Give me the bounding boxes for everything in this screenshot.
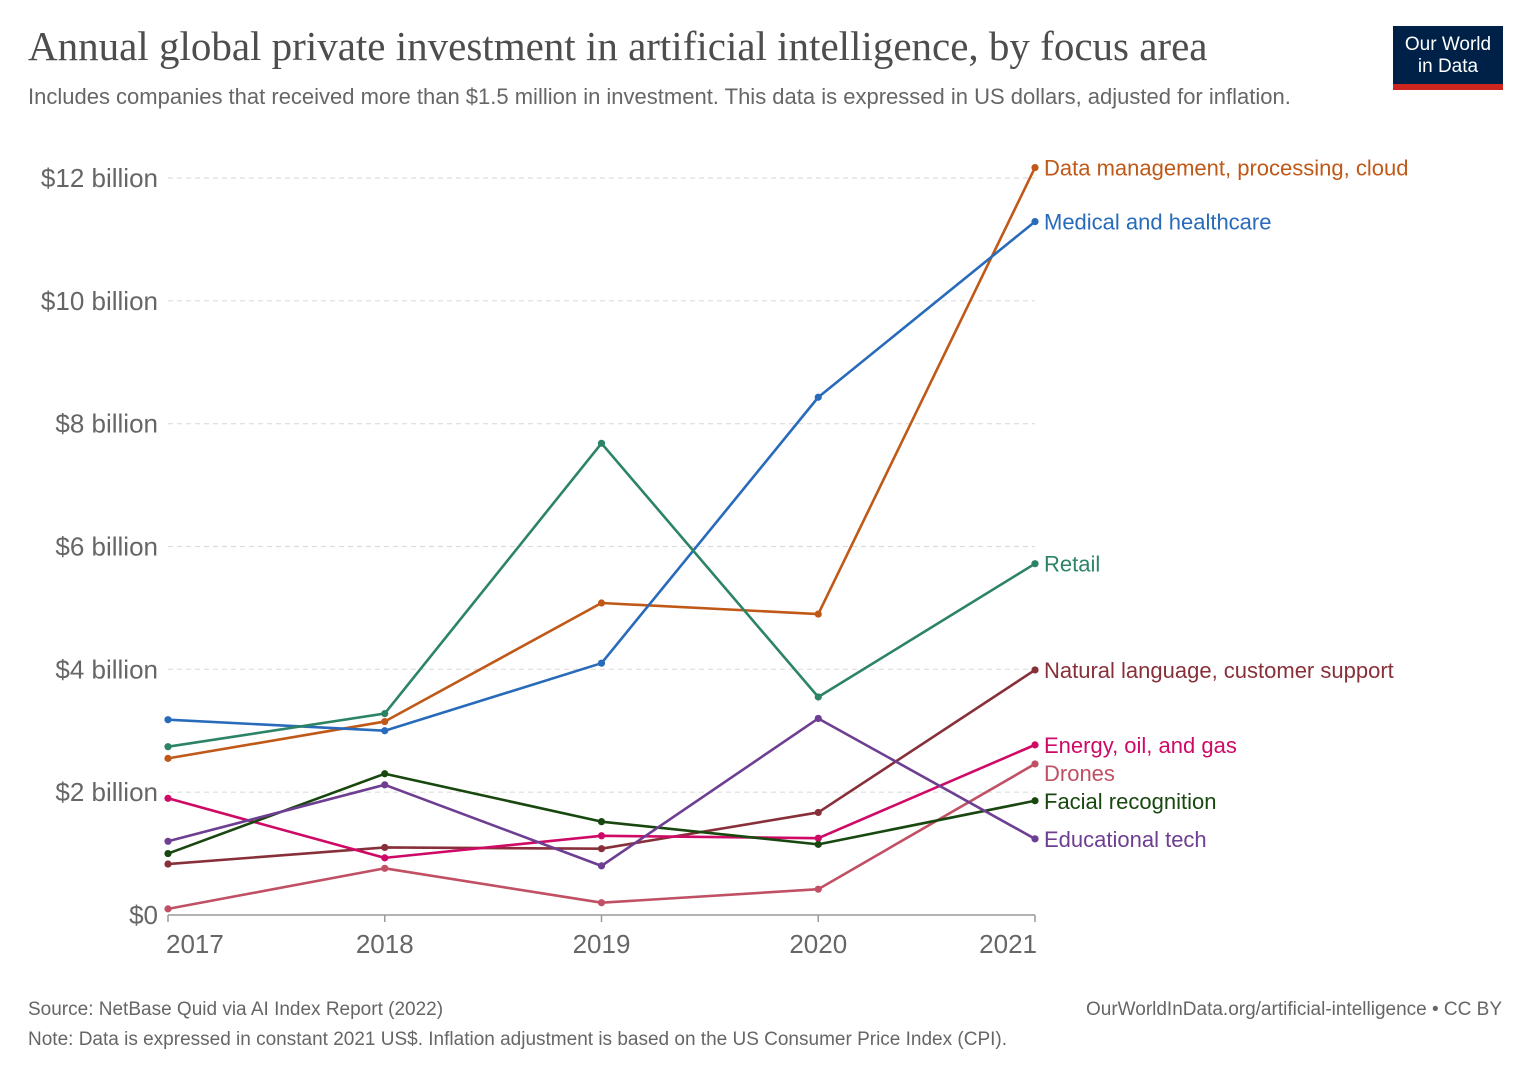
data-point	[814, 610, 822, 618]
series-label: Retail	[1044, 552, 1100, 577]
data-point	[814, 714, 822, 723]
series-line	[167, 743, 1036, 860]
data-point	[164, 905, 172, 913]
owid-logo[interactable]: Our World in Data	[1393, 26, 1503, 90]
y-tick-label: $8 billion	[55, 409, 158, 439]
data-point	[597, 439, 606, 447]
series-line	[167, 220, 1036, 733]
y-tick-label: $10 billion	[41, 286, 158, 316]
y-tick-label: $2 billion	[55, 777, 158, 807]
data-point	[1031, 760, 1039, 768]
footnote: Note: Data is expressed in constant 2021…	[28, 1029, 1008, 1050]
data-point	[597, 845, 606, 853]
data-point	[1031, 560, 1039, 568]
data-point	[1031, 835, 1039, 843]
logo-line1: Our World	[1404, 34, 1492, 55]
data-point	[164, 860, 172, 868]
data-point	[814, 808, 822, 817]
data-point	[1031, 666, 1039, 674]
data-point	[381, 717, 389, 726]
series-label: Medical and healthcare	[1044, 210, 1271, 235]
data-point	[381, 709, 389, 718]
series-label: Facial recognition	[1044, 789, 1216, 814]
x-tick-label: 2018	[356, 929, 414, 959]
data-point	[164, 743, 172, 751]
x-tick-label: 2020	[789, 929, 847, 959]
x-tick-label: 2017	[166, 929, 224, 959]
series-line	[167, 442, 1036, 749]
data-point	[164, 837, 172, 845]
data-point	[814, 693, 822, 701]
data-point	[814, 393, 822, 401]
data-point	[597, 818, 606, 826]
data-point	[381, 770, 389, 778]
x-tick-label: 2019	[573, 929, 631, 959]
y-tick-label: $6 billion	[55, 532, 158, 562]
data-point	[1031, 797, 1039, 805]
data-point	[381, 864, 389, 872]
data-point	[814, 885, 822, 893]
data-point	[164, 716, 172, 724]
series-lines	[164, 163, 1039, 913]
series-line	[167, 772, 1036, 855]
data-point	[381, 781, 389, 789]
series-label: Energy, oil, and gas	[1044, 733, 1237, 758]
x-tick-label: 2021	[979, 929, 1037, 959]
logo-line2: in Data	[1417, 56, 1479, 77]
chart-title: Annual global private investment in arti…	[28, 23, 1208, 69]
data-point	[381, 843, 389, 852]
data-point	[1031, 163, 1039, 172]
data-point	[597, 862, 606, 870]
data-point	[164, 849, 172, 858]
series-label: Educational tech	[1044, 827, 1207, 852]
source-link[interactable]: OurWorldInData.org/artificial-intelligen…	[1085, 999, 1502, 1020]
series-labels: Data management, processing, cloud Medica…	[1044, 156, 1408, 852]
data-point	[1031, 218, 1039, 226]
data-point	[1031, 741, 1039, 749]
y-tick-label: $4 billion	[55, 654, 158, 684]
data-point	[164, 794, 172, 802]
grid-lines	[168, 177, 1035, 793]
chart-subtitle: Includes companies that received more th…	[28, 84, 1291, 109]
data-point	[597, 899, 606, 907]
y-tick-label: $0	[129, 900, 158, 930]
source-note: Source: NetBase Quid via AI Index Report…	[28, 999, 444, 1020]
series-label: Data management, processing, cloud	[1044, 156, 1408, 181]
data-point	[814, 840, 822, 848]
series-label: Natural language, customer support	[1044, 658, 1394, 683]
series-label: Drones	[1044, 761, 1115, 786]
data-point	[381, 727, 389, 735]
data-point	[381, 854, 389, 862]
data-point	[597, 659, 606, 667]
data-point	[814, 834, 822, 842]
data-point	[164, 754, 172, 762]
data-point	[597, 599, 606, 607]
data-point	[597, 832, 606, 840]
y-tick-label: $12 billion	[41, 163, 158, 193]
axes: $0 $2 billion $4 billion $6 billion $8 billi…	[41, 163, 1037, 959]
